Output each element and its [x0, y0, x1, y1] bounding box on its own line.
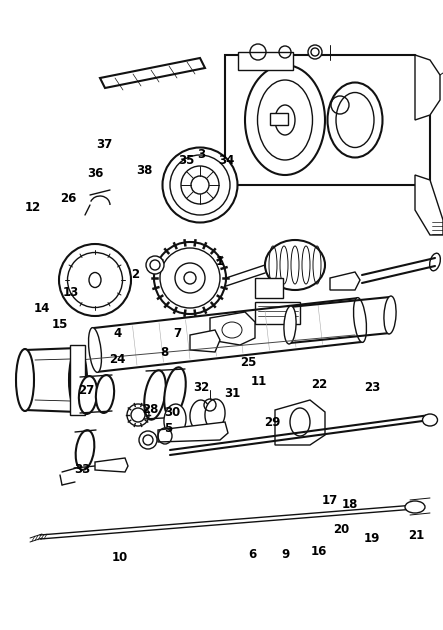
Bar: [270, 113, 288, 125]
Ellipse shape: [76, 430, 94, 470]
Text: 4: 4: [113, 328, 121, 340]
Text: 22: 22: [311, 378, 327, 391]
Polygon shape: [275, 400, 325, 445]
Text: 15: 15: [52, 318, 68, 331]
Text: 29: 29: [264, 416, 280, 428]
Text: 6: 6: [249, 548, 256, 561]
Ellipse shape: [190, 400, 210, 430]
Polygon shape: [415, 55, 440, 120]
Text: 5: 5: [164, 422, 172, 435]
Text: 12: 12: [25, 202, 41, 214]
Ellipse shape: [69, 349, 87, 411]
Text: 19: 19: [364, 532, 380, 545]
Text: 27: 27: [78, 384, 94, 397]
Text: 35: 35: [178, 154, 194, 167]
Ellipse shape: [384, 296, 396, 334]
Ellipse shape: [146, 256, 164, 274]
Ellipse shape: [405, 501, 425, 513]
Ellipse shape: [423, 414, 438, 426]
Text: 14: 14: [34, 302, 50, 315]
Text: 3: 3: [198, 148, 206, 161]
Polygon shape: [330, 272, 360, 290]
Text: 16: 16: [311, 545, 327, 558]
Bar: [70, 345, 85, 415]
Text: 1: 1: [215, 255, 223, 268]
Ellipse shape: [284, 306, 296, 344]
Polygon shape: [415, 175, 443, 235]
Text: 7: 7: [173, 328, 181, 340]
Ellipse shape: [59, 244, 131, 316]
Text: 38: 38: [136, 164, 152, 176]
Ellipse shape: [144, 370, 166, 420]
Polygon shape: [210, 312, 255, 345]
Ellipse shape: [164, 367, 186, 416]
Ellipse shape: [163, 147, 237, 222]
Bar: [255, 302, 300, 324]
Ellipse shape: [16, 349, 34, 411]
Ellipse shape: [79, 376, 97, 414]
Ellipse shape: [327, 83, 382, 158]
Text: 32: 32: [194, 381, 210, 394]
Ellipse shape: [265, 240, 325, 290]
Ellipse shape: [154, 242, 226, 314]
Ellipse shape: [164, 404, 186, 436]
Ellipse shape: [308, 45, 322, 59]
Ellipse shape: [354, 297, 366, 342]
Polygon shape: [225, 55, 430, 185]
Text: 24: 24: [109, 353, 125, 365]
Ellipse shape: [89, 328, 101, 372]
Ellipse shape: [205, 399, 225, 429]
Text: 23: 23: [364, 381, 380, 394]
Text: 30: 30: [165, 406, 181, 419]
Text: 2: 2: [131, 268, 139, 280]
Polygon shape: [100, 58, 205, 88]
Text: 11: 11: [251, 375, 267, 387]
Text: 25: 25: [240, 356, 256, 369]
Polygon shape: [158, 422, 228, 442]
Text: 10: 10: [112, 551, 128, 564]
Ellipse shape: [245, 65, 325, 175]
Text: 36: 36: [87, 167, 103, 180]
Text: 17: 17: [322, 495, 338, 507]
Ellipse shape: [184, 272, 196, 284]
Text: 20: 20: [333, 523, 349, 536]
Ellipse shape: [191, 176, 209, 194]
Text: 28: 28: [143, 403, 159, 416]
Text: 21: 21: [408, 529, 424, 542]
Text: 33: 33: [74, 463, 90, 476]
Polygon shape: [95, 458, 128, 472]
Ellipse shape: [96, 375, 114, 413]
Polygon shape: [190, 330, 220, 352]
Text: 18: 18: [342, 498, 358, 510]
Text: 8: 8: [160, 346, 168, 359]
Text: 34: 34: [218, 154, 234, 167]
Text: 9: 9: [282, 548, 290, 561]
Bar: [255, 278, 283, 298]
Bar: [238, 52, 293, 70]
Text: 26: 26: [61, 192, 77, 205]
Text: 37: 37: [96, 139, 112, 151]
Text: 31: 31: [225, 387, 241, 400]
Text: 13: 13: [63, 287, 79, 299]
